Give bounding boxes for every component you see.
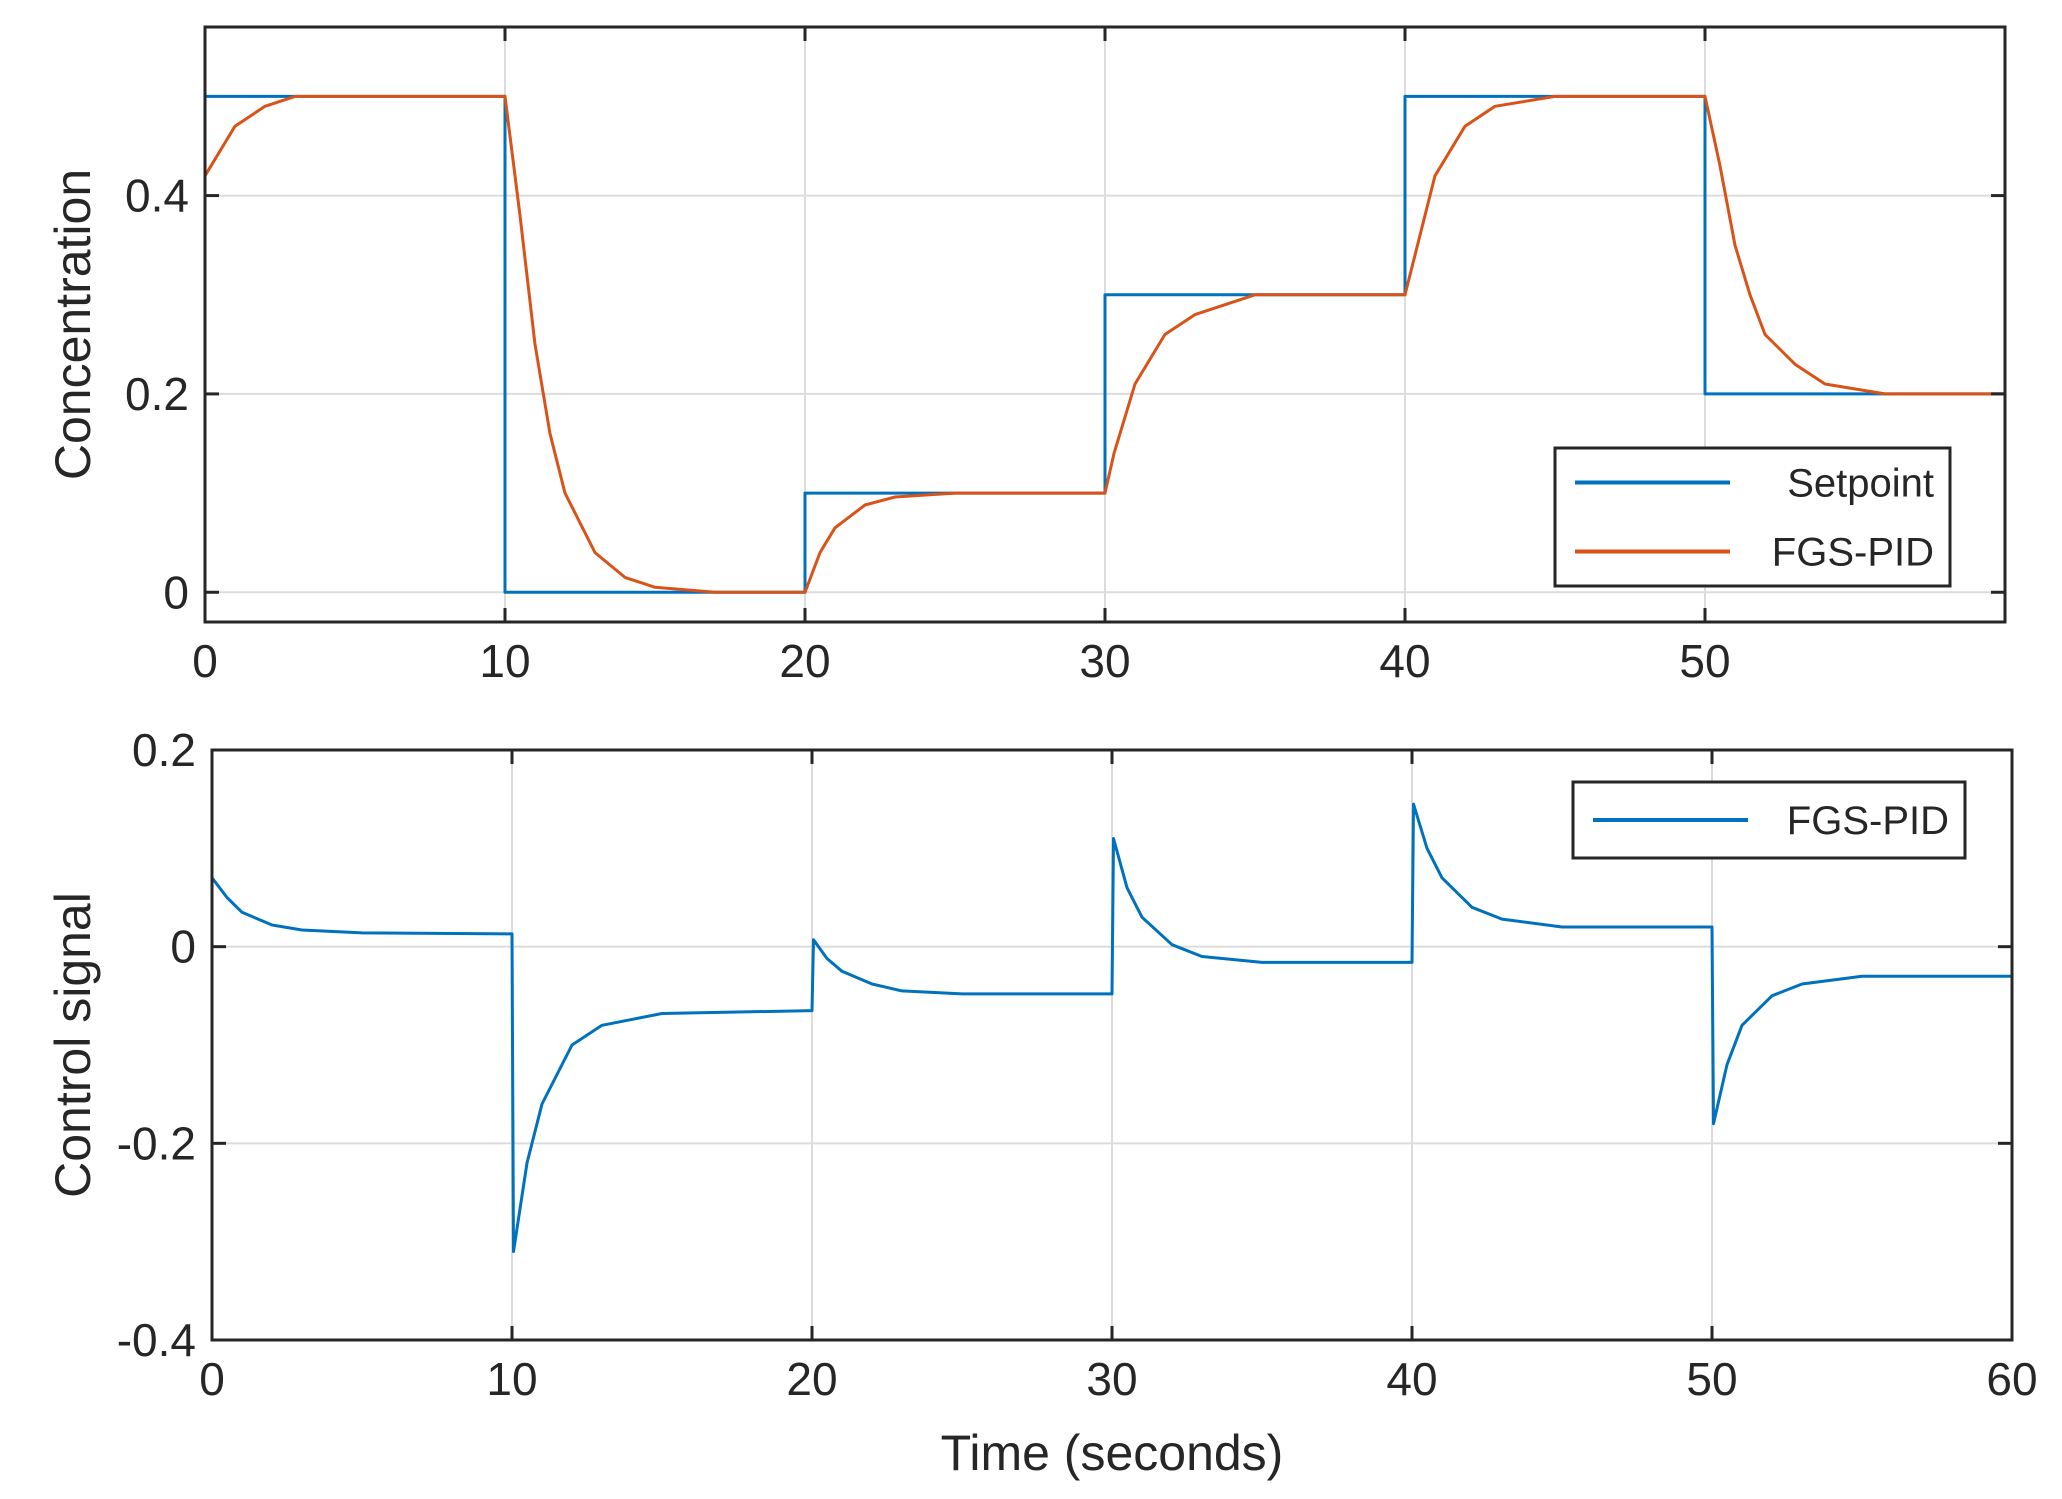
x-tick-label: 50 bbox=[1686, 1353, 1737, 1405]
x-tick-label: 30 bbox=[1086, 1353, 1137, 1405]
legend-label: Setpoint bbox=[1787, 462, 1934, 506]
x-tick-label: 10 bbox=[486, 1353, 537, 1405]
x-tick-label: 0 bbox=[192, 635, 218, 687]
y-axis-label: Control signal bbox=[45, 892, 101, 1198]
x-tick-label: 30 bbox=[1079, 635, 1130, 687]
series-line-setpoint bbox=[205, 94, 2005, 594]
x-tick-label: 10 bbox=[479, 635, 530, 687]
y-tick-label: -0.4 bbox=[117, 1314, 196, 1366]
legend-box bbox=[1553, 446, 1952, 588]
x-tick-label: 50 bbox=[1679, 635, 1730, 687]
series-line-fgs-pid bbox=[205, 94, 2005, 594]
legend: FGS-PID bbox=[1571, 780, 1967, 860]
subplot-2: 0 10 20 30 40 50 60 -0.4 -0.2 0 0.2 Control signal T… bbox=[45, 724, 2038, 1481]
legend-label: FGS-PID bbox=[1772, 531, 1934, 575]
x-tick-label: 0 bbox=[199, 1353, 225, 1405]
x-tick-label: 20 bbox=[786, 1353, 837, 1405]
x-tick-label: 40 bbox=[1386, 1353, 1437, 1405]
y-axis-label: Concentration bbox=[45, 169, 101, 480]
y-tick-label: 0 bbox=[163, 566, 189, 618]
y-tick-label: 0.2 bbox=[132, 724, 196, 776]
y-tick-label: -0.2 bbox=[117, 1117, 196, 1169]
y-tick-label: 0.2 bbox=[125, 368, 189, 420]
series-line-fgs-pid bbox=[212, 802, 2012, 1253]
subplot-1: 0 10 20 30 40 50 0 0.2 0.4 Concentration Setpoint F… bbox=[45, 25, 2007, 687]
x-tick-label: 60 bbox=[1986, 1353, 2037, 1405]
legend-label: FGS-PID bbox=[1787, 799, 1949, 843]
x-tick-label: 20 bbox=[779, 635, 830, 687]
y-tick-label: 0 bbox=[170, 921, 196, 973]
x-axis-label: Time (seconds) bbox=[941, 1425, 1284, 1481]
legend: Setpoint FGS-PID bbox=[1553, 446, 1952, 588]
series-group bbox=[205, 94, 2005, 594]
series-group bbox=[212, 802, 2012, 1253]
x-tick-label: 40 bbox=[1379, 635, 1430, 687]
y-tick-label: 0.4 bbox=[125, 170, 189, 222]
